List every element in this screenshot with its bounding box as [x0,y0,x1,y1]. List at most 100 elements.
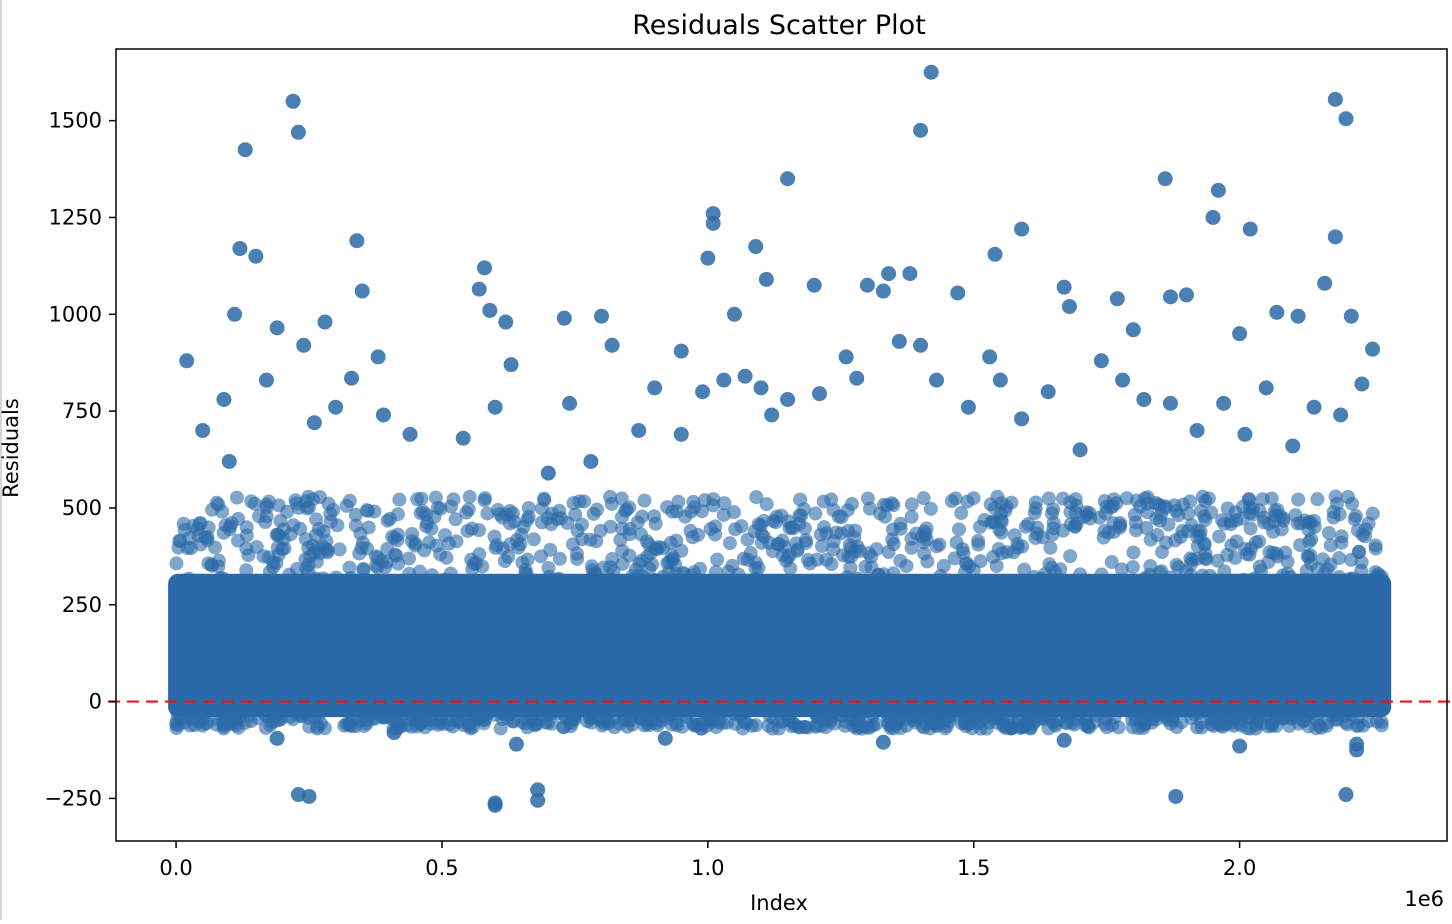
band-point [606,564,621,579]
band-point [1237,541,1252,556]
band-point [622,527,637,542]
band-point [1287,706,1302,721]
band-point [356,719,371,734]
band-point [1303,547,1318,562]
band-point [1107,574,1122,589]
band-point [1140,505,1155,520]
band-point [540,715,555,730]
band-point [834,526,849,541]
band-point [984,515,999,530]
scatter-point [1338,111,1354,127]
band-point [329,570,344,585]
band-point [1235,499,1250,514]
band-point [443,566,458,581]
band-point [990,489,1005,504]
scatter-point [1109,291,1125,307]
band-point [747,571,762,586]
band-point [639,534,654,549]
scatter-point [950,285,966,301]
band-point [1126,545,1141,560]
band-point [916,491,931,506]
scatter-point [1061,299,1077,315]
band-point [675,565,690,580]
band-point [497,554,512,569]
band-point [575,532,590,547]
band-point [380,513,395,528]
band-point [474,573,489,588]
band-point [1029,526,1044,541]
band-point [844,496,859,511]
band-point [947,551,962,566]
band-point [232,575,247,590]
scatter-point [471,281,487,297]
band-point [1267,503,1282,518]
scatter-point [923,64,939,80]
scatter-point [562,395,578,411]
band-point [271,528,286,543]
band-point [694,721,709,736]
scatter-point [673,426,689,442]
scatter-point [530,782,546,798]
band-point [1276,568,1291,583]
band-point [1103,500,1118,515]
band-point [604,496,619,511]
scatter-point [1343,308,1359,324]
band-point [1160,712,1175,727]
scatter-point [1162,289,1178,305]
band-point [1007,528,1022,543]
scatter-point [700,250,716,266]
band-point [239,520,254,535]
band-point [708,527,723,542]
band-point [1223,573,1238,588]
band-point [414,491,429,506]
band-point [917,524,932,539]
band-point [309,512,324,527]
scatter-point [1269,304,1285,320]
band-point [443,499,458,514]
scatter-point [290,124,306,140]
band-point [1125,720,1140,735]
band-point [1063,549,1078,564]
band-point [1354,563,1369,578]
scatter-point [838,349,854,365]
band-point [480,506,495,521]
band-point [1288,508,1303,523]
band-point [706,492,721,507]
band-point [1027,506,1042,521]
scatter-point [875,283,891,299]
scatter-point [992,372,1008,388]
scatter-point [349,233,365,249]
band-point [842,538,857,553]
band-point [1252,503,1267,518]
band-point [462,489,477,504]
band-point [878,509,893,524]
band-point [904,497,919,512]
band-point [1252,534,1267,549]
scatter-point [195,422,211,438]
band-point [789,536,804,551]
band-point [971,533,986,548]
band-point [725,558,740,573]
band-point [1104,555,1119,570]
band-point [459,505,474,520]
band-point [660,556,675,571]
scatter-point [1327,91,1343,107]
band-point [809,718,824,733]
scatter-point [402,426,418,442]
scatter-point [216,391,232,407]
scatter-point [1189,422,1205,438]
band-point [422,535,437,550]
scatter-point [960,399,976,415]
band-point [364,707,379,722]
scatter-point [530,792,546,808]
band-point [273,712,288,727]
band-point [506,576,521,591]
band-point [1129,523,1144,538]
band-point [428,490,443,505]
band-point [515,555,530,570]
band-point [1194,720,1209,735]
band-point [584,715,599,730]
band-point [708,564,723,579]
scatter-point [1306,399,1322,415]
